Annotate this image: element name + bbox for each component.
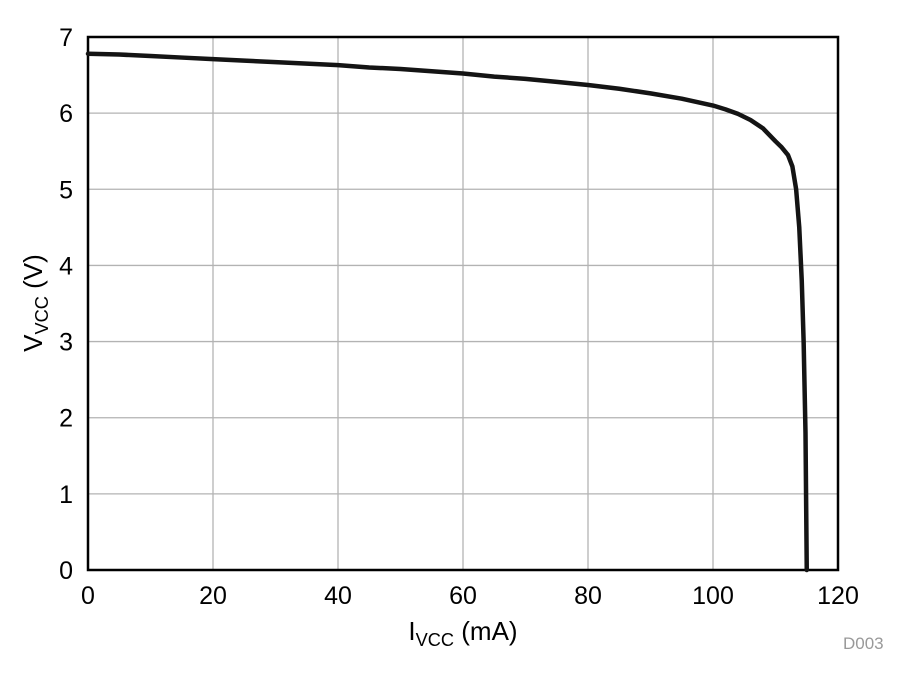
y-axis-label-unit: (V) — [18, 254, 48, 297]
x-axis-label-symbol: I — [408, 616, 416, 646]
x-tick-label: 120 — [817, 582, 859, 610]
y-tick-label: 5 — [59, 176, 73, 204]
x-tick-label: 20 — [199, 582, 227, 610]
y-axis-label-subscript: VCC — [32, 296, 53, 335]
data-curve — [85, 51, 809, 573]
figure-id-watermark: D003 — [843, 634, 884, 653]
y-tick-label: 6 — [59, 100, 73, 128]
y-tick-label: 4 — [59, 252, 73, 280]
x-axis-label: IVCC (mA) — [408, 616, 518, 649]
y-tick-label: 1 — [59, 481, 73, 509]
x-tick-label: 100 — [692, 582, 734, 610]
x-tick-label: 0 — [81, 582, 95, 610]
y-tick-label: 3 — [59, 329, 73, 357]
x-tick-label: 40 — [324, 582, 352, 610]
y-tick-label: 7 — [59, 24, 73, 52]
y-tick-label: 2 — [59, 405, 73, 433]
x-axis-label-subscript: VCC — [415, 630, 455, 651]
y-axis-label-symbol: V — [18, 334, 48, 352]
y-axis-label: VVCC (V) — [18, 254, 52, 352]
x-tick-label: 80 — [574, 582, 602, 610]
y-tick-label: 0 — [59, 557, 73, 585]
x-tick-label: 60 — [449, 582, 477, 610]
axis-border — [86, 35, 840, 572]
x-axis-label-unit: (mA) — [454, 616, 518, 646]
